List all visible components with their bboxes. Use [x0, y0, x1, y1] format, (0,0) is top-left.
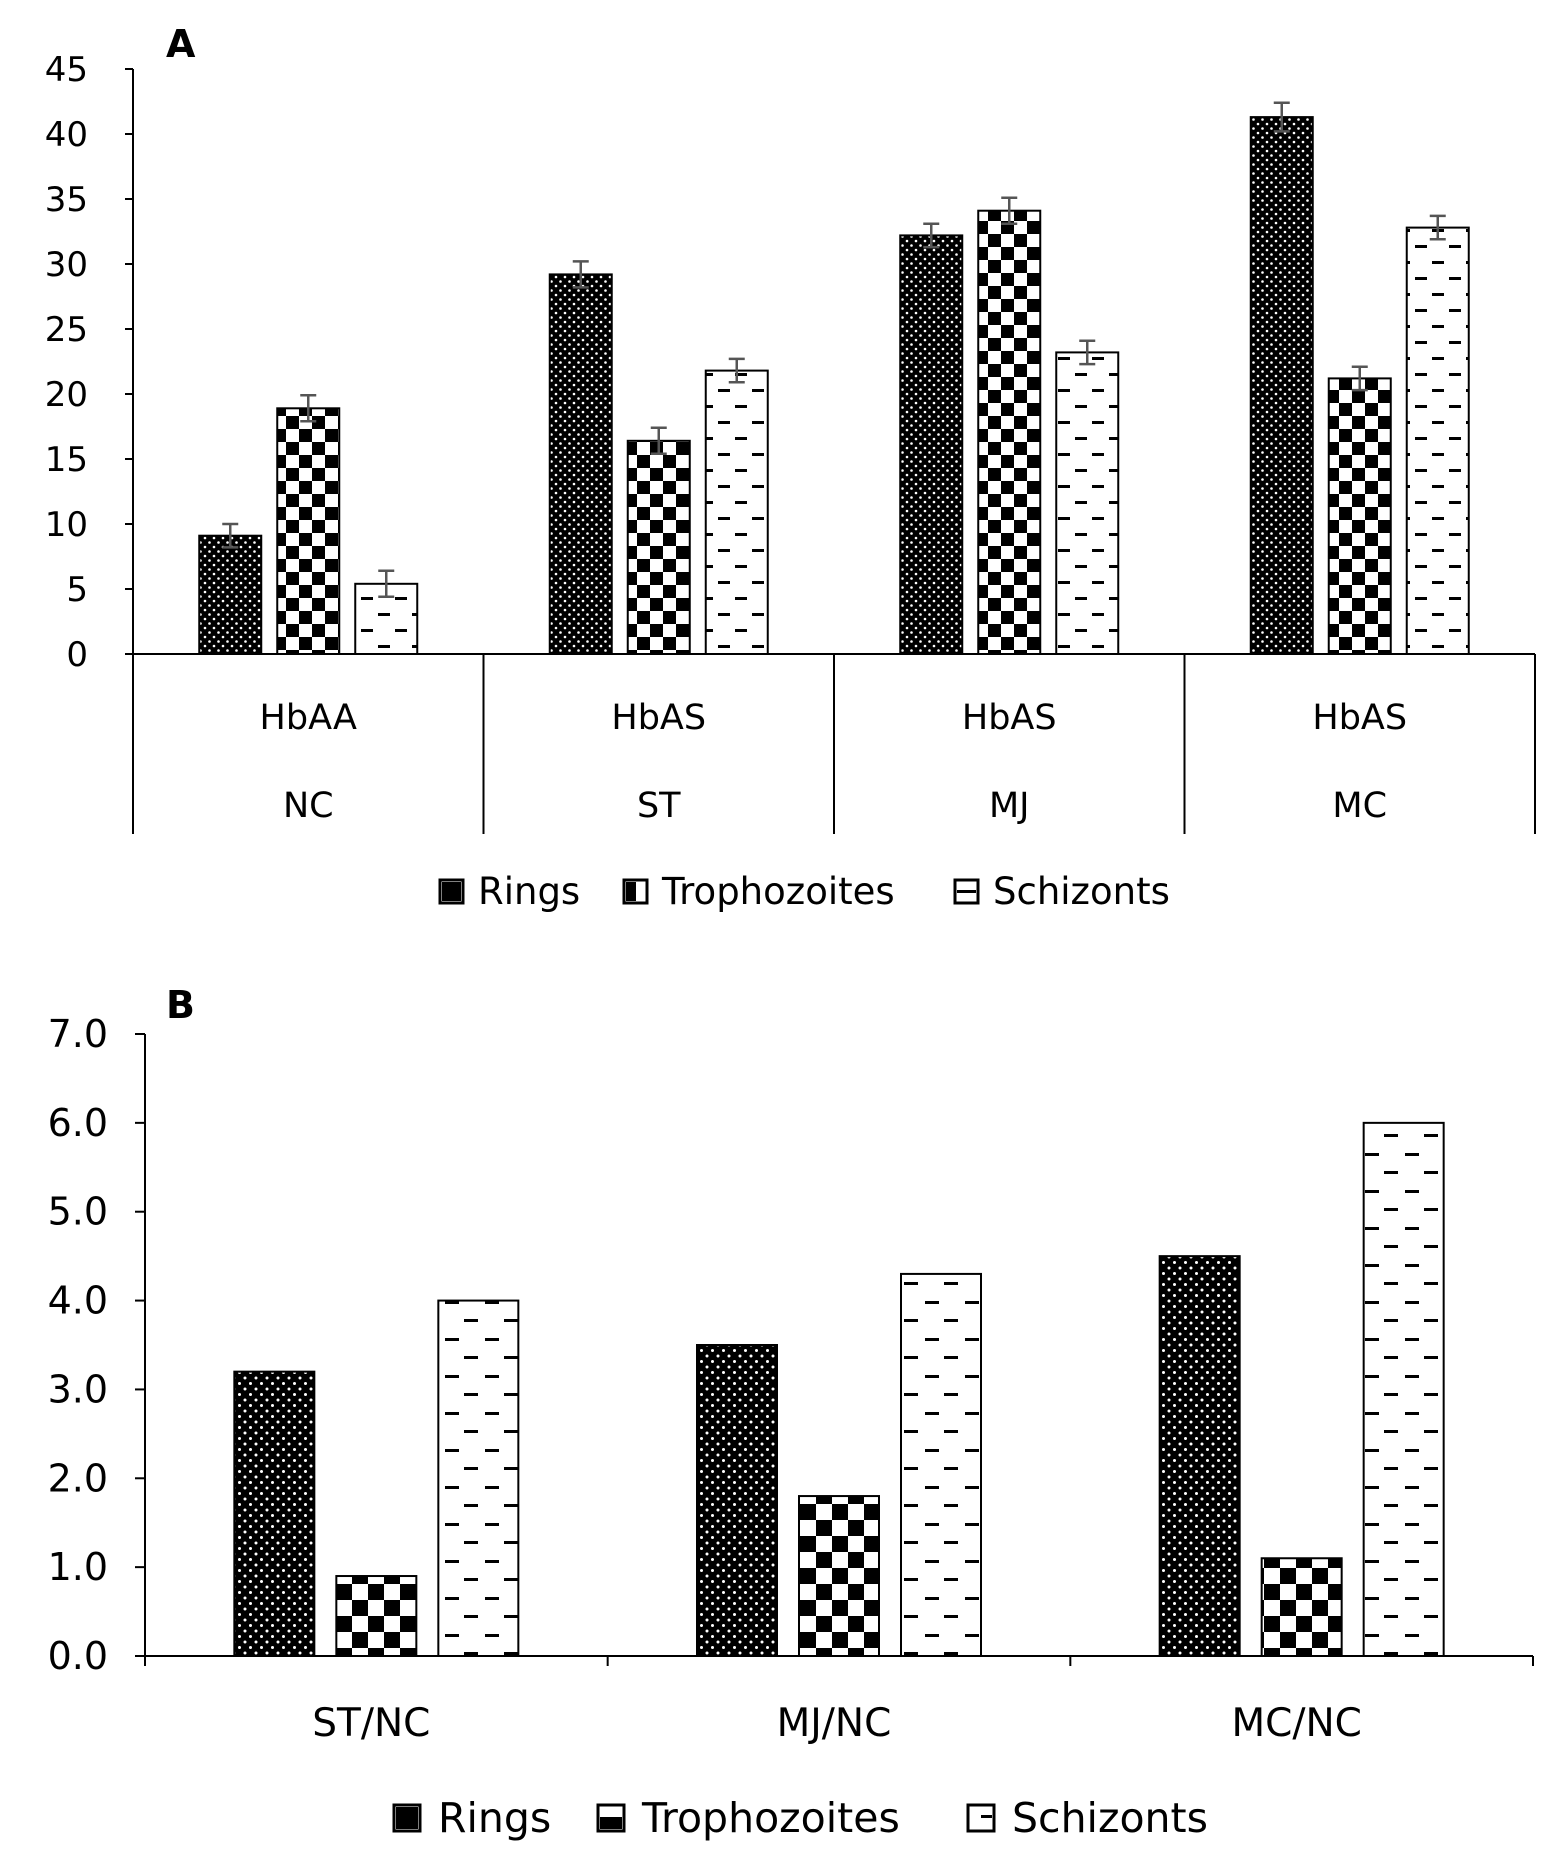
- panel-a-y-tick-label: 10: [45, 505, 88, 545]
- panel-a-bar-rings: [198, 534, 263, 656]
- panel-b-bar-rings: [1158, 1255, 1241, 1657]
- panel-b-bar-rings: [233, 1370, 316, 1657]
- panel-a-category-label-group: NC: [283, 786, 334, 826]
- panel-b-bar-trophozoites: [1260, 1557, 1343, 1658]
- panel-b-y-tick-label: 4.0: [48, 1279, 108, 1323]
- panel-a-y-tick-label: 5: [66, 570, 88, 610]
- panel-a-legend-label: Rings: [478, 870, 580, 913]
- panel-b-legend-swatch-fill: [981, 1815, 992, 1818]
- panel-b-category-label: MC/NC: [1231, 1701, 1361, 1746]
- panel-b-bar-schizonts: [437, 1299, 520, 1657]
- panel-b-y-tick-label: 5.0: [48, 1190, 108, 1234]
- panel-a-bar-rings: [548, 273, 613, 655]
- panel-a-category-label-group: MC: [1332, 786, 1387, 826]
- panel-b-y-tick-label: 1.0: [48, 1545, 108, 1589]
- panel-a-y-tick-label: 45: [45, 50, 88, 90]
- panel-a-category-label-genotype: HbAS: [962, 698, 1057, 738]
- panel-a-y-tick-label: 40: [45, 115, 88, 155]
- panel-a-bar-rings: [1249, 116, 1314, 656]
- panel-a-bar-trophozoites: [977, 209, 1042, 655]
- panel-b-bar-trophozoites: [798, 1495, 880, 1657]
- panel-b-y-tick-label: 7.0: [48, 1012, 108, 1056]
- panel-a-category-label-genotype: HbAA: [260, 698, 357, 738]
- panel-a-bar-trophozoites: [276, 407, 341, 655]
- panel-a-bar-schizonts: [1405, 226, 1470, 655]
- panel-a-legend-swatch-fill: [957, 890, 976, 893]
- panel-b-legend-label: Schizonts: [1012, 1794, 1208, 1842]
- panel-label-b: B: [166, 983, 195, 1027]
- panel-b-legend-swatch-fill: [396, 1807, 418, 1829]
- panel-a-legend-label: Trophozoites: [661, 870, 895, 913]
- panel-a-category-label-genotype: HbAS: [611, 698, 706, 738]
- panel-b-bar-trophozoites: [335, 1575, 418, 1657]
- panel-a-bar-rings: [899, 234, 964, 655]
- panel-b-bar-schizonts: [1362, 1121, 1445, 1658]
- panel-a-bar-trophozoites: [1327, 377, 1392, 655]
- panel-b-y-tick-label: 0.0: [48, 1634, 108, 1678]
- panel-a-category-label-group: ST: [637, 786, 681, 826]
- panel-a-legend-label: Schizonts: [993, 870, 1170, 913]
- panel-b-bar-schizonts: [900, 1272, 982, 1658]
- panel-a-y-tick-label: 20: [45, 375, 88, 415]
- panel-b-y-tick-label: 2.0: [48, 1456, 108, 1500]
- panel-a-y-tick-label: 35: [45, 180, 88, 220]
- panel-a-legend-swatch-fill: [442, 882, 461, 901]
- panel-b-legend-label: Trophozoites: [641, 1794, 900, 1842]
- panel-b-y-tick-label: 6.0: [48, 1101, 108, 1145]
- panel-a-bar-schizonts: [704, 369, 769, 655]
- panel-a-bar-trophozoites: [626, 439, 691, 655]
- panel-a-y-tick-label: 0: [66, 635, 88, 675]
- panel-a-bar-schizonts: [1055, 351, 1120, 655]
- panel-a-legend-swatch-fill: [626, 882, 636, 901]
- panel-a-y-tick-label: 30: [45, 245, 88, 285]
- panel-a-y-tick-label: 15: [45, 440, 88, 480]
- panel-b-legend-swatch-fill: [600, 1817, 622, 1829]
- panel-label-a: A: [166, 22, 196, 66]
- panel-a-category-label-group: MJ: [989, 786, 1030, 826]
- panel-b-category-label: MJ/NC: [777, 1701, 892, 1746]
- panel-a-category-label-genotype: HbAS: [1312, 698, 1407, 738]
- panel-a-y-tick-label: 25: [45, 310, 88, 350]
- panel-b-bar-rings: [696, 1344, 778, 1657]
- panel-b-legend-label: Rings: [438, 1794, 551, 1842]
- panel-b-y-tick-label: 3.0: [48, 1367, 108, 1411]
- panel-b-category-label: ST/NC: [312, 1701, 430, 1746]
